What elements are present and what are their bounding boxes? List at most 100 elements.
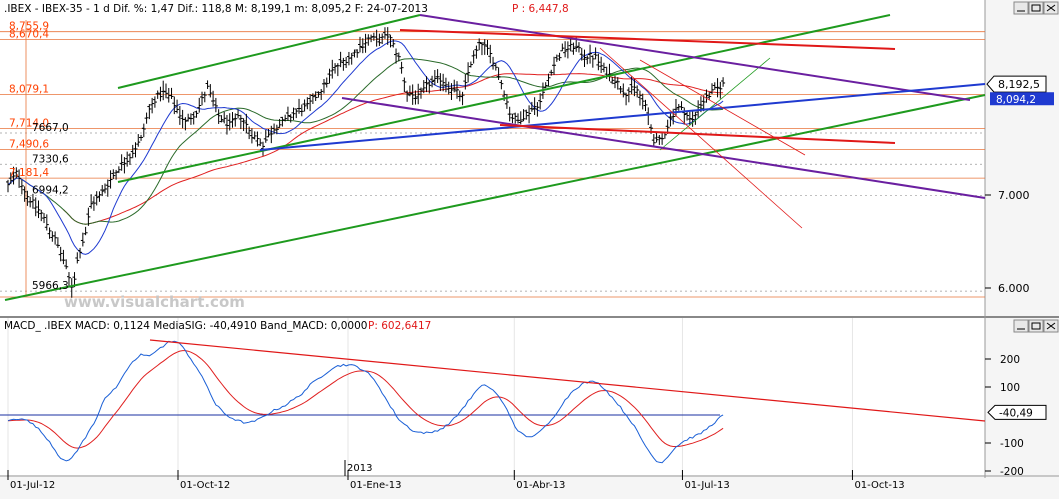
price-bar: [139, 134, 144, 141]
price-bar: [513, 112, 518, 124]
price-bar: [208, 84, 213, 98]
price-bar: [657, 134, 662, 145]
price-bar: [546, 73, 551, 87]
macd-minimize-button[interactable]: [1013, 319, 1029, 333]
price-bar: [108, 170, 113, 189]
price-bar: [560, 43, 565, 52]
price-bar: [308, 94, 313, 112]
price-bar: [175, 99, 180, 114]
price-bar: [42, 213, 47, 224]
price-bar: [707, 91, 712, 100]
price-bar: [274, 124, 279, 135]
price-level-label: 8,079,1: [9, 84, 49, 96]
price-bar: [269, 125, 274, 144]
y-axis-label: 6.000: [998, 282, 1030, 295]
price-bar: [321, 79, 326, 94]
price-bar: [651, 134, 656, 147]
trendline-green-middle: [117, 14, 891, 183]
price-bar: [316, 91, 321, 98]
price-bar: [463, 74, 468, 90]
price-bar: [130, 144, 135, 159]
price-bar: [474, 45, 479, 59]
price-bar: [640, 93, 645, 110]
price-bar: [19, 179, 24, 195]
price-bar: [543, 82, 548, 89]
price-bar: [380, 33, 385, 45]
price-bar: [468, 61, 473, 68]
year-marker-label: 2013: [347, 463, 372, 474]
price-bar: [571, 42, 576, 55]
minimize-button[interactable]: [1013, 1, 1029, 15]
trendline-red-upper: [399, 29, 896, 50]
price-bar: [557, 52, 562, 61]
price-bar: [457, 90, 462, 102]
price-level-label: 8,755,9: [9, 21, 49, 33]
price-bar: [585, 55, 590, 65]
price-bar: [44, 214, 49, 231]
macd-close-icon: [1046, 322, 1056, 330]
price-bar: [266, 129, 271, 138]
price-bar: [249, 128, 254, 144]
price-bar: [388, 34, 393, 48]
price-bar: [430, 75, 435, 88]
price-bar: [441, 73, 446, 92]
price-bar: [549, 69, 554, 76]
price-bar: [302, 99, 307, 112]
price-bar: [369, 34, 374, 43]
price-bar: [147, 104, 152, 120]
price-bar: [491, 56, 496, 70]
price-bar: [618, 85, 623, 94]
price-bar: [554, 54, 559, 62]
price-bar: [488, 44, 493, 64]
macd-y-axis-label: -200: [1000, 466, 1024, 478]
price-bar: [333, 63, 338, 74]
price-bar: [216, 109, 221, 124]
price-bar: [297, 98, 302, 114]
maximize-button[interactable]: [1028, 1, 1044, 15]
macd-y-axis-label: 100: [1000, 382, 1020, 394]
price-bar: [610, 77, 615, 85]
price-bar: [410, 84, 415, 105]
price-bar: [247, 126, 252, 140]
trendline-green-lower: [4, 94, 986, 301]
price-bar: [158, 86, 163, 102]
price-bar: [535, 102, 540, 117]
price-bar: [91, 196, 96, 211]
price-level-label: 7,181,4: [9, 167, 49, 179]
price-bar: [152, 96, 157, 108]
price-bar: [679, 101, 684, 110]
last-price-label: 8,192,5: [998, 78, 1040, 91]
price-bar: [510, 113, 515, 124]
trendline-red-thin-2: [639, 59, 806, 156]
price-bar: [385, 27, 390, 45]
moving-average-red: [63, 73, 724, 225]
price-bar: [191, 111, 196, 125]
macd-trendline: [149, 339, 986, 422]
price-bar: [413, 90, 418, 105]
price-bar: [529, 101, 534, 112]
price-bar: [335, 63, 340, 77]
trendline-red-thin: [599, 47, 803, 229]
price-bar: [25, 190, 30, 206]
price-bar: [233, 113, 238, 127]
price-bar: [80, 232, 85, 247]
price-bar: [715, 78, 720, 98]
price-bar: [682, 107, 687, 125]
price-bar: [285, 106, 290, 121]
price-bar: [396, 52, 401, 62]
price-plot-area: [0, 0, 985, 316]
price-bar: [299, 104, 304, 117]
price-bar: [236, 109, 241, 119]
macd-line: [7, 340, 724, 464]
macd-maximize-button[interactable]: [1028, 319, 1044, 333]
trendlines-layer: [4, 14, 986, 301]
price-bar: [86, 207, 91, 226]
price-bar: [352, 49, 357, 58]
price-bar: [155, 90, 160, 99]
moving-average-blue: [7, 40, 724, 255]
macd-panel-controls: [1013, 319, 1059, 333]
price-bar: [355, 49, 360, 58]
price-bar: [593, 47, 598, 60]
x-axis-label: 01-Oct-13: [854, 480, 904, 491]
price-level-label: 7330,6: [32, 153, 69, 165]
